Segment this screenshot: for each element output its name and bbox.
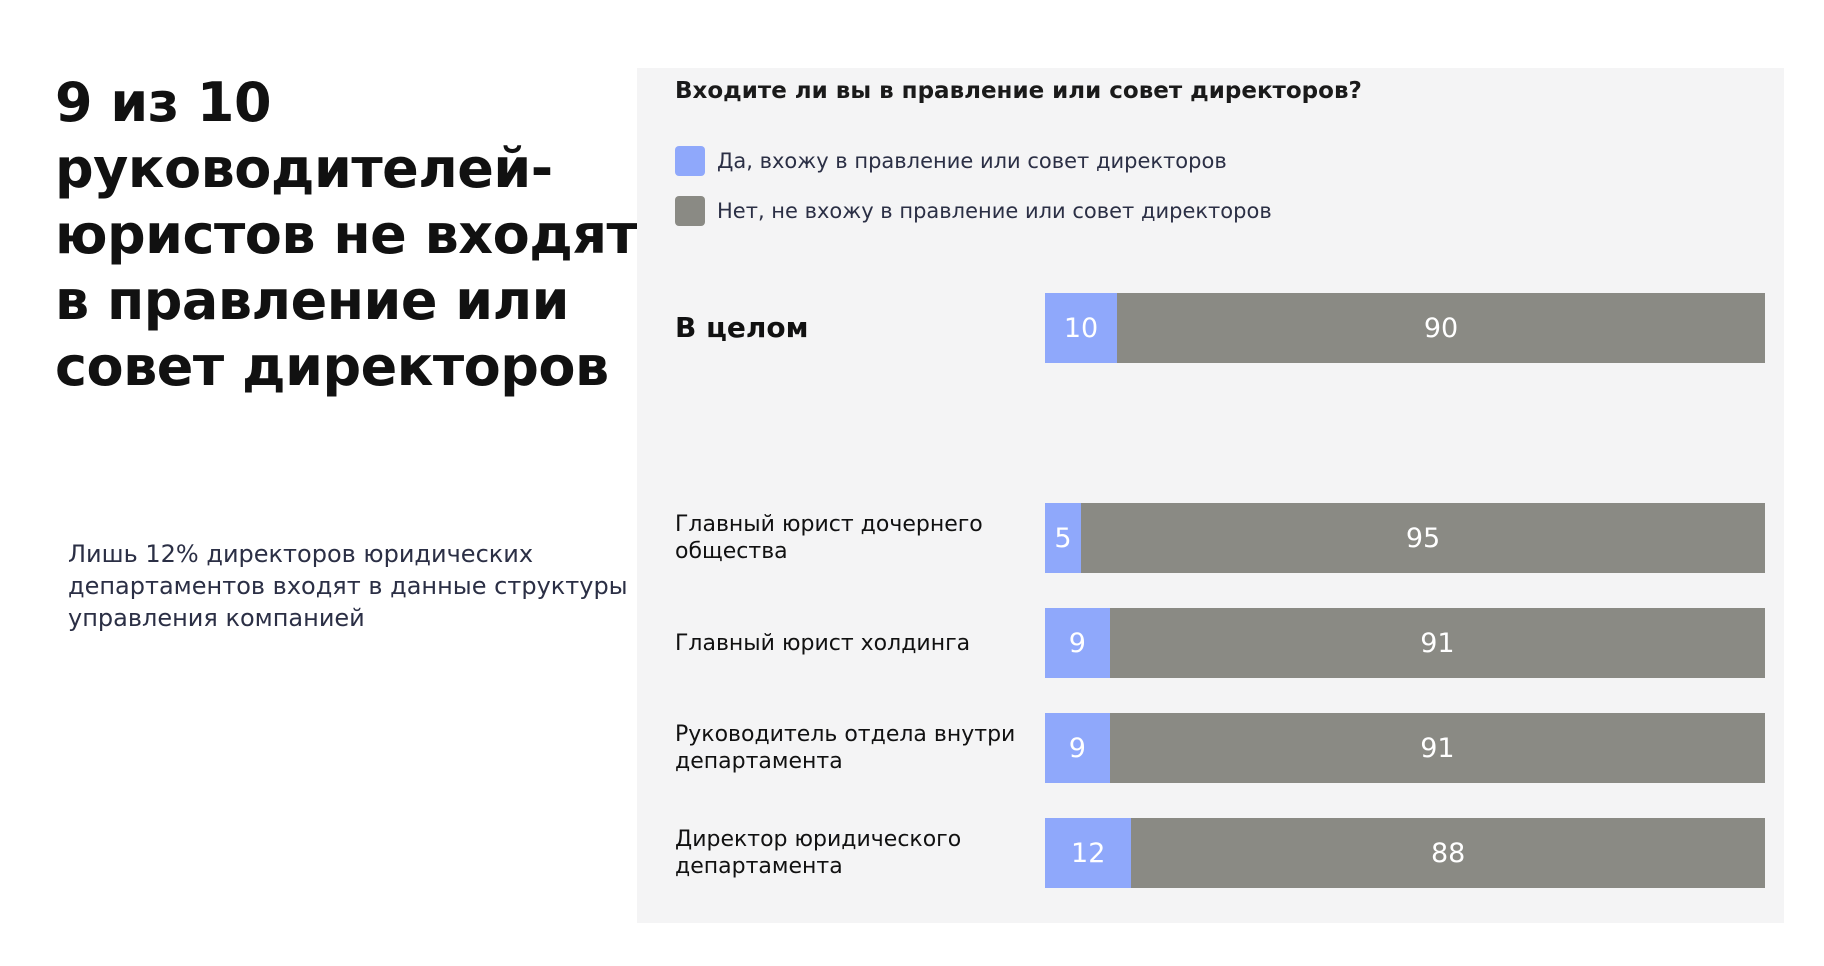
category-label-line: департамента: [675, 854, 843, 879]
data-label: 5: [1054, 522, 1072, 554]
bar-track: 9 91: [1045, 713, 1765, 783]
data-label: 9: [1068, 627, 1086, 659]
headline-line: совет директоров: [55, 335, 609, 398]
subtext-line: управления компанией: [68, 604, 365, 632]
bar-segment-yes: 12: [1045, 818, 1132, 888]
category-label-line: общества: [675, 539, 788, 564]
category-label: Главный юрист дочернего общества: [675, 511, 1045, 565]
bar-segment-no: 95: [1081, 503, 1765, 573]
data-label: 88: [1431, 837, 1466, 869]
headline-line: 9 из 10: [55, 71, 272, 134]
bar-segment-yes: 5: [1045, 503, 1081, 573]
bar-segment-no: 91: [1109, 608, 1765, 678]
data-label: 12: [1071, 837, 1106, 869]
data-label: 91: [1420, 627, 1455, 659]
category-label-line: В целом: [675, 311, 809, 344]
legend-swatch-yes: [675, 146, 705, 176]
category-label: Главный юрист холдинга: [675, 630, 1045, 657]
bar-segment-no: 91: [1109, 713, 1765, 783]
category-label-line: Руководитель отдела внутри: [675, 722, 1016, 747]
legend-item-yes: Да, вхожу в правление или совет директор…: [675, 146, 1227, 176]
data-label: 90: [1423, 312, 1459, 344]
data-label: 9: [1068, 732, 1086, 764]
headline-line: руководителей-: [55, 137, 553, 200]
bar-segment-yes: 9: [1045, 608, 1110, 678]
category-label-line: департамента: [675, 749, 843, 774]
chart-title: Входите ли вы в правление или совет дире…: [675, 78, 1362, 104]
legend-label-no: Нет, не вхожу в правление или совет дире…: [717, 199, 1272, 223]
bar-segment-no: 90: [1117, 293, 1765, 363]
bar-track: 10 90: [1045, 293, 1765, 363]
subtext-line: Лишь 12% директоров юридических: [68, 540, 534, 568]
subtext: Лишь 12% директоров юридических департам…: [68, 538, 648, 634]
legend-label-yes: Да, вхожу в правление или совет директор…: [717, 149, 1227, 173]
data-label: 91: [1420, 732, 1455, 764]
chart-panel: Входите ли вы в правление или совет дире…: [637, 68, 1784, 923]
category-label: Руководитель отдела внутри департамента: [675, 721, 1045, 775]
headline-line: в правление или: [55, 269, 570, 332]
data-label: 10: [1063, 312, 1099, 344]
bar-segment-no: 88: [1131, 818, 1765, 888]
category-label-line: Главный юрист холдинга: [675, 630, 971, 656]
category-label-line: Главный юрист дочернего: [675, 512, 983, 537]
category-label-line: Директор юридического: [675, 827, 962, 852]
category-label: Директор юридического департамента: [675, 826, 1045, 880]
bar-segment-yes: 9: [1045, 713, 1110, 783]
bar-track: 5 95: [1045, 503, 1765, 573]
legend-swatch-no: [675, 196, 705, 226]
bar-segment-yes: 10: [1045, 293, 1117, 363]
subtext-line: департаментов входят в данные структуры: [68, 572, 628, 600]
bar-track: 9 91: [1045, 608, 1765, 678]
legend-item-no: Нет, не вхожу в правление или совет дире…: [675, 196, 1272, 226]
category-label: В целом: [675, 311, 1045, 345]
headline: 9 из 10 руководителей- юристов не входят…: [55, 70, 638, 400]
headline-line: юристов не входят: [55, 203, 638, 266]
bar-track: 12 88: [1045, 818, 1765, 888]
data-label: 95: [1405, 522, 1441, 554]
